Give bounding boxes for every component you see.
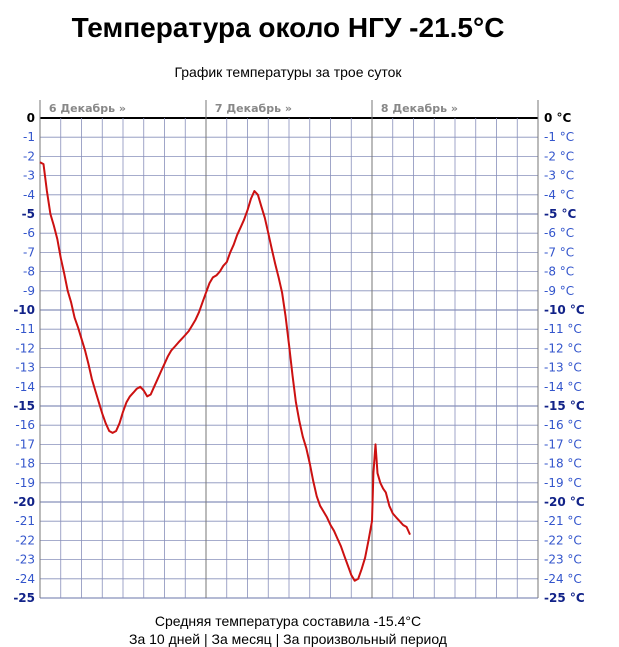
y-tick-label-right: -23 °C (544, 553, 582, 567)
y-tick-label-right: -12 °C (544, 341, 582, 355)
y-tick-label-right: -18 °C (544, 457, 582, 471)
link-10-days[interactable]: За 10 дней (129, 631, 200, 647)
y-axis-labels: 0 -1 -2 -3 -4 -5 -6 -7 -8 -9 -10 -11 -12 -13 -14 -15 -16… (13, 111, 585, 605)
y-tick-label-right: -20 °C (544, 495, 585, 509)
y-tick-label-right: -13 °C (544, 361, 582, 375)
temperature-series (40, 162, 410, 581)
y-tick-label-right: -3 °C (544, 169, 574, 183)
day-label: 6 Декабрь » (49, 102, 126, 115)
chart-title: График температуры за трое суток (0, 64, 576, 80)
y-tick-label-left: -15 (13, 399, 35, 413)
y-tick-label-left: -7 (23, 245, 35, 259)
series-line (40, 162, 410, 581)
link-separator: | (200, 631, 211, 647)
y-tick-label-left: -3 (23, 169, 35, 183)
y-tick-label-left: -4 (23, 188, 35, 202)
y-tick-label-right: -22 °C (544, 533, 582, 547)
y-tick-label-left: -13 (15, 361, 35, 375)
y-tick-label-right: -14 °C (544, 380, 582, 394)
y-tick-label-right: 0 °C (544, 111, 572, 125)
y-tick-label-left: -22 (15, 533, 35, 547)
y-tick-label-left: -18 (15, 457, 35, 471)
page-title: Температура около НГУ -21.5°C (0, 12, 576, 44)
period-links: За 10 дней | За месяц | За произвольный … (0, 631, 576, 647)
y-tick-label-left: -11 (15, 322, 35, 336)
y-tick-label-left: -16 (15, 418, 35, 432)
chart-svg: 6 Декабрь » 7 Декабрь » 8 Декабрь » 0 -1 -2 -… (0, 92, 619, 612)
y-tick-label-left: -19 (15, 476, 35, 490)
y-tick-label-left: -21 (15, 514, 35, 528)
y-tick-label-left: -24 (15, 572, 35, 586)
y-tick-label-left: -8 (23, 265, 35, 279)
y-tick-label-left: -2 (23, 149, 35, 163)
y-tick-label-right: -10 °C (544, 303, 585, 317)
y-tick-label-left: -6 (23, 226, 35, 240)
link-month[interactable]: За месяц (212, 631, 272, 647)
y-tick-label-right: -4 °C (544, 188, 574, 202)
y-tick-label-left: 0 (27, 111, 35, 125)
y-tick-label-left: -14 (15, 380, 35, 394)
day-label: 8 Декабрь » (381, 102, 458, 115)
y-tick-label-left: -25 (13, 591, 35, 605)
y-tick-label-left: -10 (13, 303, 35, 317)
y-tick-label-right: -11 °C (544, 322, 582, 336)
y-tick-label-left: -20 (13, 495, 35, 509)
y-tick-label-left: -23 (15, 553, 35, 567)
y-tick-label-left: -9 (23, 284, 35, 298)
y-tick-label-right: -1 °C (544, 130, 574, 144)
y-tick-label-right: -21 °C (544, 514, 582, 528)
y-tick-label-right: -19 °C (544, 476, 582, 490)
y-tick-label-left: -12 (15, 341, 35, 355)
y-tick-label-right: -16 °C (544, 418, 582, 432)
y-tick-label-right: -7 °C (544, 245, 574, 259)
y-tick-label-right: -8 °C (544, 265, 574, 279)
y-tick-label-right: -6 °C (544, 226, 574, 240)
y-tick-label-left: -5 (22, 207, 35, 221)
y-tick-label-right: -9 °C (544, 284, 574, 298)
link-separator: | (272, 631, 283, 647)
y-tick-label-left: -1 (23, 130, 35, 144)
y-tick-label-left: -17 (15, 437, 35, 451)
y-tick-label-right: -17 °C (544, 437, 582, 451)
y-tick-label-right: -2 °C (544, 149, 574, 163)
y-tick-label-right: -25 °C (544, 591, 585, 605)
temperature-chart: 6 Декабрь » 7 Декабрь » 8 Декабрь » 0 -1 -2 -… (0, 92, 619, 612)
y-tick-label-right: -24 °C (544, 572, 582, 586)
day-label: 7 Декабрь » (215, 102, 292, 115)
y-tick-label-right: -15 °C (544, 399, 585, 413)
link-custom-period[interactable]: За произвольный период (283, 631, 447, 647)
grid-lines (40, 118, 538, 598)
average-temperature-text: Средняя температура составила -15.4°C (0, 613, 576, 629)
y-tick-label-right: -5 °C (544, 207, 577, 221)
